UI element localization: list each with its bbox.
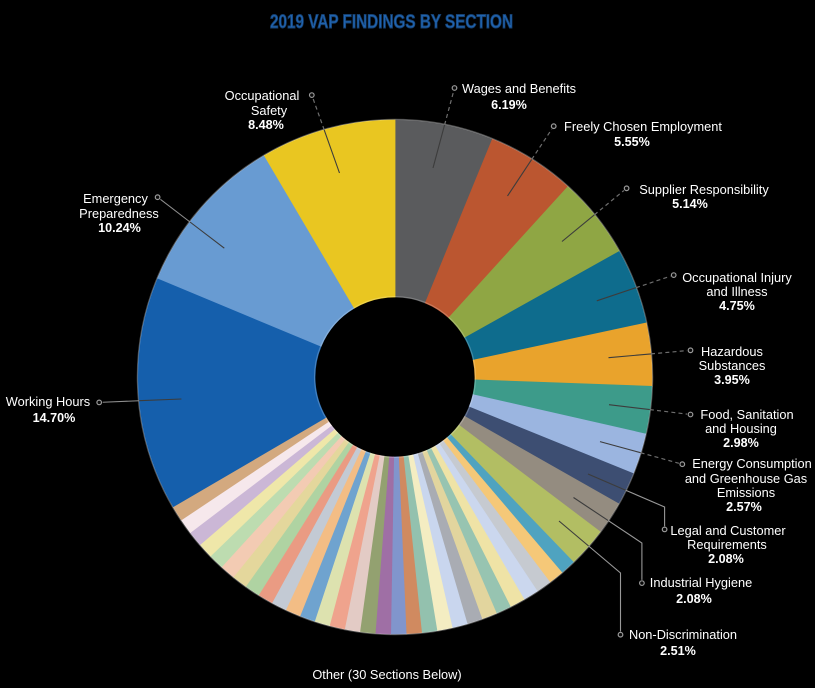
svg-text:Requirements: Requirements [687,537,767,552]
svg-text:5.55%: 5.55% [614,135,650,149]
svg-text:8.48%: 8.48% [248,118,284,132]
svg-text:3.95%: 3.95% [714,373,750,387]
svg-text:Other (30 Sections Below): Other (30 Sections Below) [312,667,461,682]
svg-text:Industrial Hygiene: Industrial Hygiene [650,575,752,590]
svg-text:Occupational Injury: Occupational Injury [682,270,792,285]
svg-text:5.14%: 5.14% [672,197,708,211]
svg-text:Energy Consumption: Energy Consumption [692,456,812,471]
svg-text:and Housing: and Housing [705,421,777,436]
svg-text:2.08%: 2.08% [708,552,744,566]
svg-text:Freely Chosen Employment: Freely Chosen Employment [564,119,722,134]
svg-text:2.51%: 2.51% [660,644,696,658]
svg-text:Preparedness: Preparedness [79,206,159,221]
svg-text:4.75%: 4.75% [719,299,755,313]
svg-text:and Greenhouse Gas: and Greenhouse Gas [685,471,807,486]
svg-text:Non-Discrimination: Non-Discrimination [629,627,737,642]
svg-text:Safety: Safety [251,103,288,118]
svg-text:Substances: Substances [699,358,766,373]
svg-text:2.57%: 2.57% [726,500,762,514]
svg-text:Occupational: Occupational [225,88,300,103]
svg-text:Supplier Responsibility: Supplier Responsibility [639,182,769,197]
svg-text:Hazardous: Hazardous [701,344,763,359]
svg-text:6.19%: 6.19% [491,98,527,112]
svg-text:2019 VAP FINDINGS BY SECTION: 2019 VAP FINDINGS BY SECTION [270,11,513,33]
svg-text:Emissions: Emissions [717,485,775,500]
svg-text:Working Hours: Working Hours [6,394,90,409]
svg-text:2.08%: 2.08% [676,592,712,606]
svg-text:and Illness: and Illness [706,284,767,299]
svg-text:Food, Sanitation: Food, Sanitation [700,407,793,422]
svg-text:14.70%: 14.70% [33,411,76,425]
svg-text:Emergency: Emergency [83,191,148,206]
svg-text:Legal and Customer: Legal and Customer [670,523,786,538]
svg-text:2.98%: 2.98% [723,436,759,450]
svg-text:10.24%: 10.24% [98,221,141,235]
svg-text:Wages and Benefits: Wages and Benefits [462,81,576,96]
